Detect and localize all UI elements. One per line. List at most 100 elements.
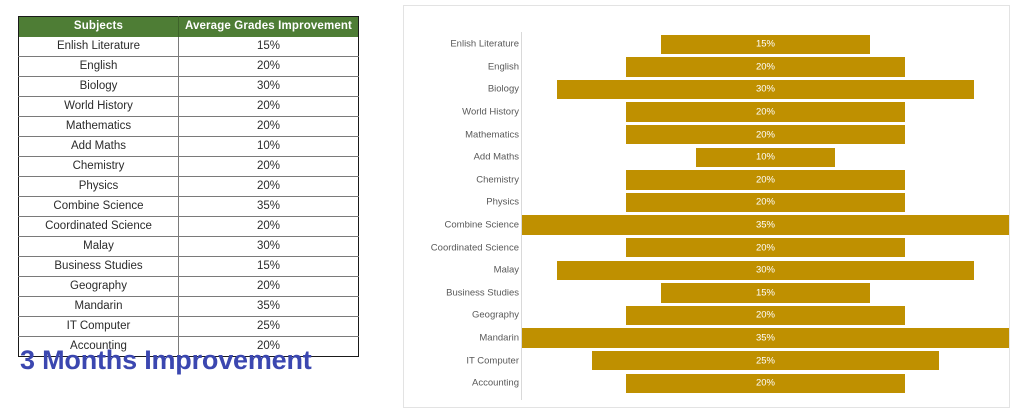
chart-bar[interactable]: 30% bbox=[556, 79, 975, 100]
chart-bar-row: Add Maths 10% bbox=[404, 146, 1009, 169]
chart-bar-track: 20% bbox=[522, 304, 1009, 327]
cell-improvement: 20% bbox=[178, 336, 359, 357]
chart-category-label: Geography bbox=[471, 309, 519, 321]
chart-bar[interactable]: 25% bbox=[591, 350, 940, 371]
chart-bar-row: Mathematics 20% bbox=[404, 123, 1009, 146]
chart-category-label: Add Maths bbox=[473, 151, 519, 163]
table-header-row: Subjects Average Grades Improvement bbox=[18, 16, 359, 37]
chart-bar-row: Geography 20% bbox=[404, 304, 1009, 327]
chart-category-label: IT Computer bbox=[466, 355, 519, 367]
chart-bar-row: English 20% bbox=[404, 56, 1009, 79]
chart-bar-track: 15% bbox=[522, 282, 1009, 305]
chart-data-label: 30% bbox=[755, 83, 775, 95]
cell-improvement: 35% bbox=[178, 196, 359, 217]
chart-bar[interactable]: 20% bbox=[626, 57, 905, 77]
chart-data-label: 20% bbox=[755, 61, 775, 73]
chart-bar-row: Mandarin 35% bbox=[404, 327, 1009, 350]
cell-improvement: 35% bbox=[178, 296, 359, 317]
chart-category-label: Chemistry bbox=[476, 174, 519, 186]
chart-bar-track: 20% bbox=[522, 372, 1009, 395]
chart-bar[interactable]: 30% bbox=[556, 260, 975, 280]
cell-subject: English bbox=[18, 56, 179, 77]
chart-category-label: English bbox=[487, 61, 519, 73]
chart-category-label: Coordinated Science bbox=[430, 242, 519, 254]
table-row: Enlish Literature 15% bbox=[18, 37, 359, 57]
cell-subject: Biology bbox=[18, 76, 179, 97]
table-body: Enlish Literature 15% English 20% Biology 30%… bbox=[18, 37, 359, 357]
cell-subject: Mathematics bbox=[18, 116, 179, 137]
cell-subject: Accounting bbox=[18, 336, 179, 357]
chart-bar-row: Enlish Literature 15% bbox=[404, 33, 1009, 56]
improvement-caption: 3 Months Improvement bbox=[20, 345, 312, 375]
chart-bar-track: 20% bbox=[522, 101, 1009, 124]
table-row: Physics 20% bbox=[18, 176, 359, 197]
cell-improvement: 20% bbox=[178, 176, 359, 197]
cell-improvement: 15% bbox=[178, 37, 359, 57]
cell-improvement: 15% bbox=[178, 256, 359, 277]
chart-bar[interactable]: 15% bbox=[661, 283, 870, 303]
chart-data-label: 20% bbox=[755, 129, 775, 141]
chart-bar[interactable]: 20% bbox=[626, 373, 905, 393]
table-row: Geography 20% bbox=[18, 276, 359, 297]
chart-category-label: Malay bbox=[493, 264, 519, 276]
chart-bar[interactable]: 20% bbox=[626, 170, 905, 190]
chart-data-label: 25% bbox=[755, 355, 775, 367]
chart-bar-track: 30% bbox=[522, 259, 1009, 282]
chart-bar[interactable]: 20% bbox=[626, 124, 905, 145]
cell-subject: Business Studies bbox=[18, 256, 179, 277]
chart-bar[interactable]: 20% bbox=[626, 192, 905, 213]
chart-bar[interactable]: 20% bbox=[626, 305, 905, 326]
cell-improvement: 30% bbox=[178, 236, 359, 257]
chart-category-label: World History bbox=[462, 106, 519, 118]
chart-category-label: Biology bbox=[487, 83, 519, 95]
chart-data-label: 15% bbox=[755, 38, 775, 50]
chart-bar-row: Malay 30% bbox=[404, 259, 1009, 282]
table-row: IT Computer 25% bbox=[18, 316, 359, 337]
chart-category-label: Physics bbox=[486, 196, 519, 208]
cell-improvement: 20% bbox=[178, 156, 359, 177]
cell-subject: Coordinated Science bbox=[18, 216, 179, 237]
column-header-subjects: Subjects bbox=[18, 16, 179, 37]
table-row: Biology 30% bbox=[18, 76, 359, 97]
chart-bar[interactable]: 35% bbox=[522, 328, 1009, 348]
table-row: Mathematics 20% bbox=[18, 116, 359, 137]
chart-bar[interactable]: 35% bbox=[522, 215, 1009, 235]
cell-subject: Chemistry bbox=[18, 156, 179, 177]
chart-bar-row: Chemistry 20% bbox=[404, 169, 1009, 192]
cell-improvement: 20% bbox=[178, 56, 359, 77]
chart-plot-area: Enlish Literature 15% English 20% Biology 30%… bbox=[404, 6, 1009, 407]
chart-data-label: 20% bbox=[755, 106, 775, 118]
chart-data-label: 20% bbox=[755, 242, 775, 254]
chart-bar-row: Coordinated Science 20% bbox=[404, 236, 1009, 259]
table-header: Subjects Average Grades Improvement bbox=[18, 16, 359, 37]
chart-data-label: 20% bbox=[755, 309, 775, 321]
cell-subject: World History bbox=[18, 96, 179, 117]
table-row: Business Studies 15% bbox=[18, 256, 359, 277]
chart-bar-track: 10% bbox=[522, 146, 1009, 169]
chart-bar-row: World History 20% bbox=[404, 101, 1009, 124]
cell-improvement: 20% bbox=[178, 276, 359, 297]
chart-data-label: 35% bbox=[755, 219, 775, 231]
cell-subject: Malay bbox=[18, 236, 179, 257]
table-row: Mandarin 35% bbox=[18, 296, 359, 317]
chart-category-label: Combine Science bbox=[444, 219, 519, 231]
cell-subject: IT Computer bbox=[18, 316, 179, 337]
chart-bar-track: 25% bbox=[522, 349, 1009, 372]
chart-bar-row: IT Computer 25% bbox=[404, 349, 1009, 372]
cell-subject: Enlish Literature bbox=[18, 37, 179, 57]
chart-bar-track: 15% bbox=[522, 33, 1009, 56]
chart-bar[interactable]: 10% bbox=[695, 147, 836, 167]
chart-bar-track: 35% bbox=[522, 214, 1009, 237]
chart-data-label: 35% bbox=[755, 332, 775, 344]
chart-bar[interactable]: 20% bbox=[626, 237, 905, 258]
chart-data-label: 20% bbox=[755, 377, 775, 389]
chart-bar-track: 20% bbox=[522, 123, 1009, 146]
chart-category-label: Mathematics bbox=[465, 129, 519, 141]
chart-bar-row: Physics 20% bbox=[404, 191, 1009, 214]
table-row: English 20% bbox=[18, 56, 359, 77]
chart-bar[interactable]: 15% bbox=[661, 34, 870, 54]
chart-bar-track: 20% bbox=[522, 236, 1009, 259]
chart-bar[interactable]: 20% bbox=[626, 102, 905, 122]
cell-improvement: 30% bbox=[178, 76, 359, 97]
chart-category-label: Mandarin bbox=[479, 332, 519, 344]
